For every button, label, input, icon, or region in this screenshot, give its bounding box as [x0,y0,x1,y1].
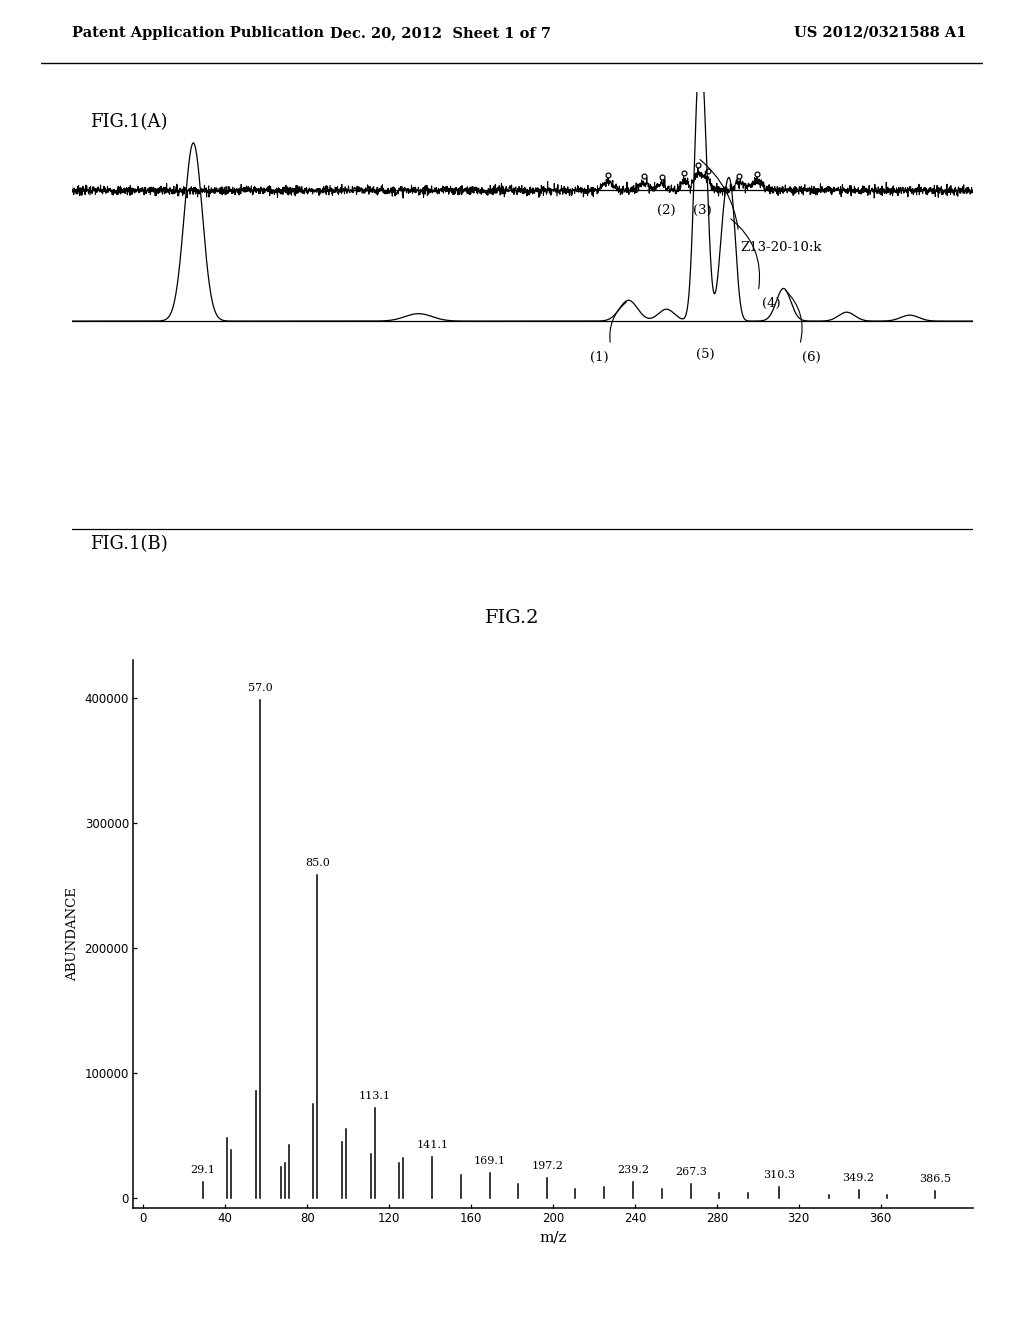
Text: 349.2: 349.2 [843,1172,874,1183]
Y-axis label: ABUNDANCE: ABUNDANCE [66,887,79,981]
Text: 239.2: 239.2 [617,1164,649,1175]
Text: Patent Application Publication: Patent Application Publication [72,26,324,40]
Text: FIG.1(B): FIG.1(B) [90,535,168,553]
Text: Z13-20-10:k: Z13-20-10:k [740,242,822,253]
Text: 267.3: 267.3 [675,1167,707,1177]
Text: 197.2: 197.2 [531,1160,563,1171]
Text: 113.1: 113.1 [359,1090,391,1101]
Text: 57.0: 57.0 [248,684,272,693]
Text: FIG.1(A): FIG.1(A) [90,114,167,131]
Text: 141.1: 141.1 [417,1139,449,1150]
Text: (2): (2) [657,203,676,216]
Text: FIG.2: FIG.2 [484,609,540,627]
Text: (4): (4) [762,297,780,310]
Text: (5): (5) [696,348,715,360]
Text: (3): (3) [693,203,712,216]
Text: 386.5: 386.5 [919,1173,951,1184]
Text: 310.3: 310.3 [763,1170,795,1180]
Text: 85.0: 85.0 [305,858,330,869]
X-axis label: m/z: m/z [540,1230,566,1245]
Text: US 2012/0321588 A1: US 2012/0321588 A1 [795,26,967,40]
Text: (1): (1) [590,351,608,364]
Text: (6): (6) [802,351,820,364]
Text: 29.1: 29.1 [190,1164,215,1175]
Text: Dec. 20, 2012  Sheet 1 of 7: Dec. 20, 2012 Sheet 1 of 7 [330,26,551,40]
Text: 169.1: 169.1 [474,1156,506,1166]
